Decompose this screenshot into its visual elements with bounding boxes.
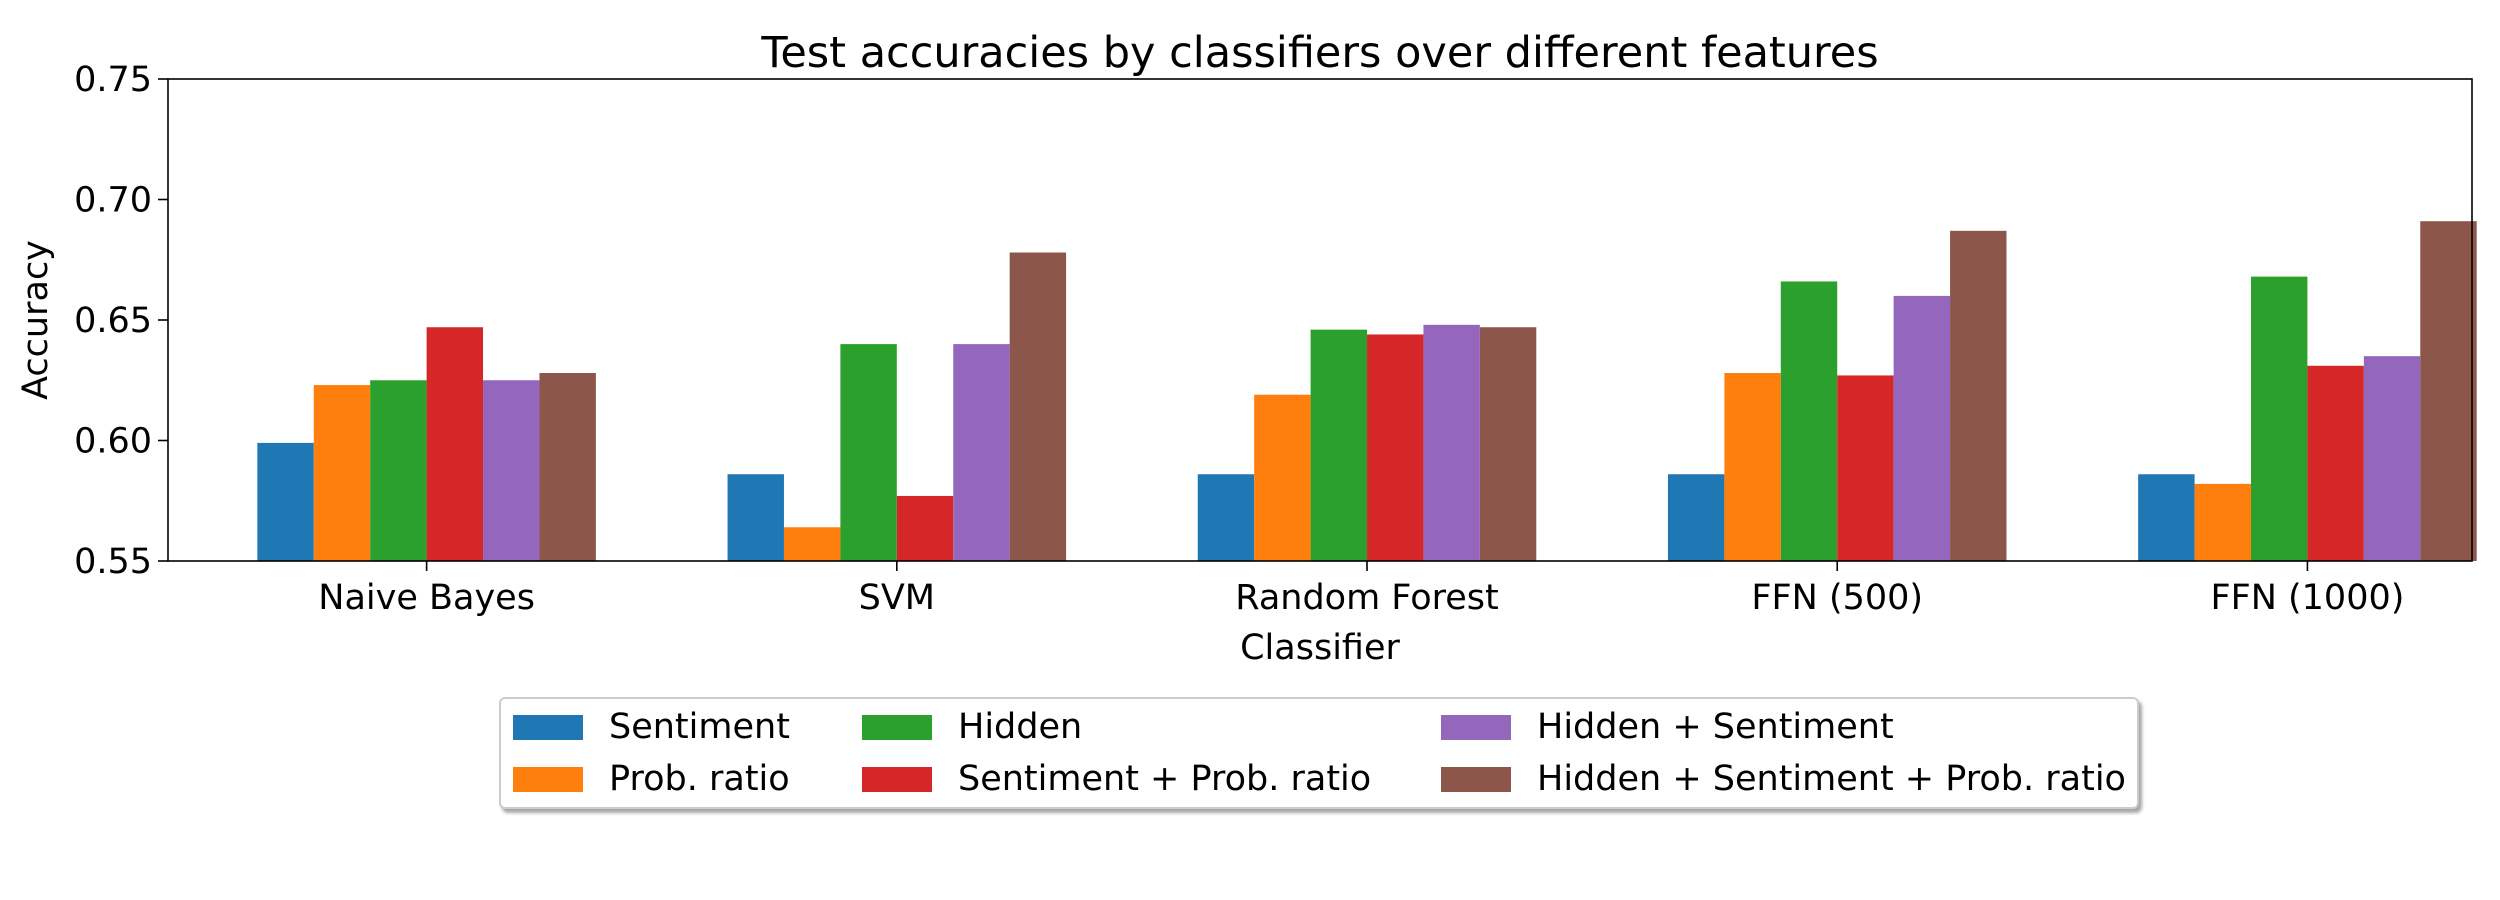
- y-tick-label: 0.60: [74, 422, 152, 462]
- legend-swatch: [862, 766, 932, 792]
- bar: [1724, 373, 1781, 561]
- bar: [257, 442, 314, 561]
- x-tick-label: FFN (500): [1751, 578, 1923, 618]
- x-axis-ticks: Naive Bayes SVM Random Forest FFN (500) FFN …: [318, 561, 2404, 618]
- legend-label: Sentiment: [609, 707, 790, 747]
- legend-item: Hidden: [862, 707, 1082, 747]
- legend-item: Prob. ratio: [513, 759, 790, 799]
- bar: [483, 380, 540, 561]
- y-tick-label: 0.55: [74, 542, 152, 582]
- y-tick-label: 0.75: [74, 60, 152, 100]
- bar: [370, 380, 427, 561]
- x-tick-label: Random Forest: [1235, 578, 1498, 618]
- bar: [426, 327, 484, 561]
- bar: [539, 373, 596, 561]
- legend-label: Sentiment + Prob. ratio: [958, 759, 1372, 799]
- plot-frame: [167, 78, 2473, 562]
- bar: [1780, 281, 1838, 561]
- bar: [840, 344, 897, 561]
- x-axis-label: Classifier: [1240, 628, 1400, 668]
- y-axis-ticks: 0.55 0.60 0.65 0.70 0.75: [74, 60, 168, 582]
- legend: Sentiment Prob. ratio Hidden Sentiment +…: [499, 697, 2139, 809]
- legend-swatch: [1441, 766, 1511, 792]
- legend-swatch: [862, 714, 932, 740]
- legend-swatch: [1441, 714, 1511, 740]
- bar: [2363, 356, 2421, 561]
- bar: [1367, 334, 1424, 561]
- chart-title: Test accuracies by classifiers over diff…: [760, 28, 1878, 78]
- x-tick-label: FFN (1000): [2210, 578, 2404, 618]
- bar: [896, 495, 954, 561]
- y-tick-label: 0.70: [74, 181, 152, 221]
- legend-item: Sentiment: [513, 707, 790, 747]
- bar: [1009, 252, 1067, 561]
- legend-label: Prob. ratio: [609, 759, 790, 799]
- legend-label: Hidden + Sentiment: [1537, 707, 1894, 747]
- bar: [1423, 324, 1480, 561]
- legend-swatch: [513, 714, 583, 740]
- bar: [1950, 230, 2007, 561]
- legend-item: Sentiment + Prob. ratio: [862, 759, 1371, 799]
- bar: [1310, 329, 1368, 561]
- legend-item: Hidden + Sentiment + Prob. ratio: [1441, 759, 2126, 799]
- bar: [2307, 365, 2364, 561]
- bar: [313, 385, 371, 561]
- legend-label: Hidden: [958, 707, 1083, 747]
- bar: [727, 474, 784, 561]
- y-tick-label: 0.65: [74, 301, 152, 341]
- bar: [783, 527, 841, 561]
- bar: [2251, 276, 2308, 561]
- bar: [2420, 221, 2477, 561]
- bar: [2194, 483, 2251, 561]
- legend-swatch: [513, 766, 583, 792]
- y-axis-label: Accuracy: [16, 240, 56, 400]
- bar: [1254, 394, 1311, 561]
- legend-item: Hidden + Sentiment: [1441, 707, 1894, 747]
- x-tick-label: SVM: [859, 578, 935, 618]
- bar: [1837, 375, 1894, 561]
- bar: [1893, 295, 1951, 561]
- legend-label: Hidden + Sentiment + Prob. ratio: [1537, 759, 2126, 799]
- bar: [953, 344, 1010, 561]
- bar: [1667, 474, 1725, 561]
- bar: [1197, 474, 1255, 561]
- bars-layer: [257, 221, 2477, 561]
- x-tick-label: Naive Bayes: [318, 578, 535, 618]
- bar: [1479, 327, 1537, 561]
- bar: [2138, 474, 2195, 561]
